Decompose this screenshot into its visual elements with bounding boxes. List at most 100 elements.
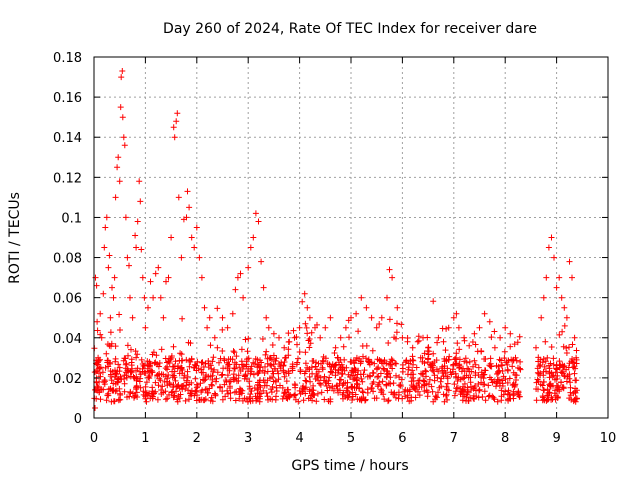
data-point	[333, 383, 340, 390]
data-point	[302, 349, 309, 356]
data-point	[358, 294, 365, 301]
data-point	[224, 324, 231, 331]
data-point	[443, 391, 450, 398]
data-point	[533, 397, 540, 404]
data-point	[475, 372, 482, 378]
data-point	[538, 314, 545, 321]
data-point	[114, 378, 121, 385]
data-point	[213, 378, 219, 385]
data-point	[232, 365, 238, 372]
data-point	[116, 364, 123, 371]
data-point	[442, 369, 449, 376]
data-point	[186, 396, 192, 403]
data-point	[105, 357, 112, 364]
data-point	[545, 390, 552, 396]
data-point	[337, 387, 343, 394]
data-point	[567, 384, 574, 391]
data-point	[533, 344, 539, 351]
data-point	[478, 348, 485, 354]
data-point	[111, 274, 118, 281]
data-point	[233, 388, 240, 395]
data-point	[239, 387, 246, 394]
data-point	[157, 294, 164, 301]
data-point	[285, 339, 292, 345]
data-point	[222, 377, 229, 384]
data-point	[461, 380, 468, 387]
data-point	[553, 376, 560, 382]
data-point	[514, 339, 521, 346]
data-point	[201, 377, 208, 384]
data-point	[516, 333, 523, 340]
data-point	[141, 294, 148, 301]
data-point	[119, 114, 126, 121]
data-point	[168, 389, 175, 396]
data-point	[534, 376, 541, 383]
data-point	[319, 366, 326, 373]
data-point	[470, 392, 477, 399]
data-point	[376, 379, 383, 386]
data-point	[378, 386, 384, 393]
data-point	[152, 379, 159, 386]
data-point	[155, 382, 162, 389]
data-point	[429, 388, 436, 395]
x-tick-label: 9	[552, 431, 560, 446]
data-point	[381, 357, 388, 364]
data-point	[499, 383, 506, 389]
data-point	[115, 396, 122, 403]
data-point	[408, 378, 415, 385]
data-point	[316, 380, 323, 387]
data-point	[444, 396, 451, 403]
data-point	[128, 346, 134, 353]
data-point	[182, 397, 189, 404]
data-point	[421, 350, 428, 357]
data-point	[97, 310, 104, 317]
data-point	[454, 340, 461, 347]
data-point	[416, 384, 423, 391]
data-point	[92, 274, 99, 281]
data-point	[313, 371, 320, 377]
data-point	[561, 372, 568, 379]
data-point	[134, 351, 141, 358]
data-point	[262, 351, 269, 358]
data-point	[541, 363, 548, 370]
data-point	[349, 393, 356, 400]
chart-title: Day 260 of 2024, Rate Of TEC Index for r…	[163, 21, 537, 37]
data-point	[476, 324, 483, 331]
data-point	[92, 405, 98, 411]
data-point	[283, 378, 290, 385]
data-point	[181, 372, 188, 379]
data-point	[463, 359, 470, 366]
data-point	[437, 378, 444, 385]
data-point	[511, 390, 517, 397]
data-point	[143, 398, 150, 405]
data-point	[406, 398, 413, 405]
data-point	[493, 362, 500, 369]
data-point	[409, 367, 416, 374]
data-point	[236, 364, 243, 371]
data-point	[369, 347, 376, 354]
data-point	[224, 372, 231, 379]
data-point	[338, 361, 345, 368]
data-point	[405, 366, 412, 373]
data-point	[172, 358, 179, 365]
data-point	[363, 304, 370, 311]
data-point	[389, 357, 396, 364]
data-point	[103, 350, 110, 357]
data-point	[396, 382, 403, 389]
data-point	[465, 388, 471, 395]
data-point	[389, 274, 396, 281]
data-point	[376, 321, 383, 327]
data-point	[573, 356, 580, 363]
data-point	[248, 388, 255, 394]
data-point	[337, 334, 344, 341]
data-point	[175, 194, 182, 201]
data-point	[274, 368, 281, 374]
data-point	[515, 389, 522, 396]
data-point	[259, 336, 266, 342]
data-point	[318, 389, 325, 396]
data-point	[487, 355, 494, 362]
y-axis-label: ROTI / TECUs	[7, 192, 23, 284]
data-point	[485, 382, 492, 389]
data-point	[475, 394, 482, 401]
